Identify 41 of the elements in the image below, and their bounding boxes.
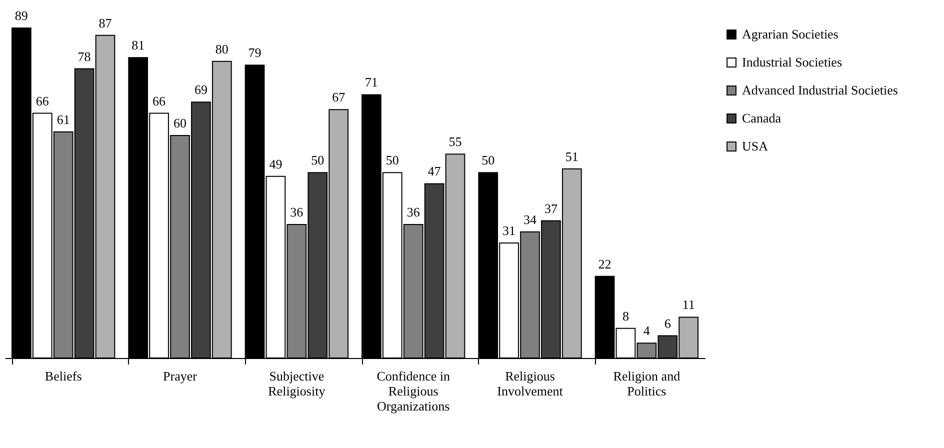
data-label: 79 [248, 45, 262, 60]
x-tick-label: Confidence in Religious Organizations [376, 368, 450, 414]
data-label: 31 [502, 223, 516, 238]
data-label: 49 [269, 156, 282, 172]
data-label: 60 [174, 116, 186, 131]
legend-label: Canada [742, 110, 782, 126]
data-label: 89 [14, 8, 28, 23]
data-label: 78 [78, 48, 91, 64]
data-label: 11 [682, 297, 695, 312]
data-label: 66 [36, 93, 50, 108]
data-label: 69 [194, 82, 208, 98]
data-label: 34 [524, 212, 537, 227]
data-label: 8 [622, 308, 629, 324]
data-label: 55 [448, 134, 462, 150]
data-label: 67 [332, 90, 346, 105]
x-tick-label: Religion and Politics [613, 368, 681, 398]
data-label: 81 [132, 38, 145, 53]
data-label: 6 [664, 316, 672, 331]
data-label: 87 [98, 15, 112, 30]
x-tick-label: Beliefs [44, 368, 82, 384]
data-label: 22 [598, 256, 612, 272]
data-label: 50 [386, 152, 399, 168]
x-tick-label: Subjective Religiosity [268, 368, 326, 398]
data-label: 47 [428, 164, 442, 179]
data-label: 4 [643, 323, 650, 338]
legend-label: USA [742, 138, 769, 154]
data-label: 80 [215, 41, 228, 56]
x-tick-label: Religious Involvement [497, 368, 564, 398]
data-label: 36 [290, 204, 304, 220]
data-label: 51 [565, 148, 578, 164]
legend-label: Advanced Industrial Societies [742, 82, 898, 98]
data-label: 71 [364, 74, 378, 90]
legend-label: Agrarian Societies [742, 26, 838, 42]
data-label: 36 [406, 204, 420, 220]
x-tick-label: Prayer [163, 368, 198, 384]
data-label: 66 [152, 93, 166, 108]
legend-label: Industrial Societies [742, 54, 842, 70]
data-label: 61 [56, 112, 70, 127]
data-label: 37 [544, 200, 558, 216]
data-label: 50 [482, 152, 495, 168]
data-label: 50 [311, 152, 324, 168]
